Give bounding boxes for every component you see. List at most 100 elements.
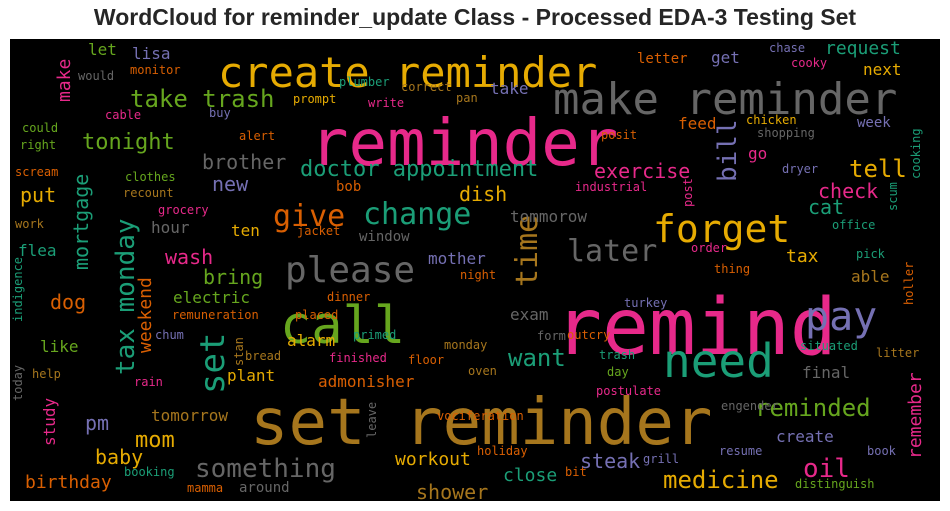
- word-brother: brother: [202, 150, 286, 174]
- word-litter: litter: [876, 346, 919, 360]
- word-resume: resume: [719, 444, 762, 458]
- word-indigence: indigence: [11, 257, 25, 322]
- word-grocery: grocery: [158, 203, 209, 217]
- word-order: order: [691, 241, 727, 255]
- word-mother: mother: [428, 249, 486, 268]
- word-placed: placed: [295, 308, 338, 322]
- word-scum: scum: [886, 182, 900, 211]
- word-today: today: [11, 365, 25, 401]
- word-call: call: [280, 296, 405, 356]
- word-turkey: turkey: [624, 296, 667, 310]
- word-please: please: [285, 250, 415, 291]
- word-medicine: medicine: [663, 466, 779, 494]
- word-admonisher: admonisher: [318, 372, 415, 391]
- word-thing: thing: [714, 262, 750, 276]
- word-post: post: [681, 178, 695, 207]
- word-lisa: lisa: [132, 44, 171, 63]
- word-dish: dish: [459, 182, 507, 206]
- word-tonight: tonight: [82, 130, 175, 155]
- word-dryer: dryer: [782, 162, 818, 176]
- word-tax-monday: tax monday: [111, 218, 141, 375]
- word-set-reminder: set reminder: [250, 386, 712, 460]
- word-tomorrow: tomorrow: [151, 406, 228, 425]
- word-cooking: cooking: [909, 128, 923, 179]
- word-write: write: [368, 96, 404, 110]
- word-weekend: weekend: [135, 277, 156, 353]
- word-give: give: [273, 199, 345, 234]
- word-cat: cat: [808, 195, 844, 219]
- word-holiday: holiday: [477, 444, 528, 458]
- word-alarm: alarm: [287, 331, 335, 350]
- word-rain: rain: [134, 375, 163, 389]
- word-later: later: [567, 234, 657, 269]
- word-alert: alert: [239, 129, 275, 143]
- word-steak: steak: [580, 449, 640, 473]
- word-put: put: [20, 183, 56, 207]
- word-final: final: [802, 363, 850, 382]
- word-workout: workout: [395, 449, 471, 470]
- word-plumber: plumber: [339, 75, 390, 89]
- word-chicken: chicken: [746, 113, 797, 127]
- word-forget: forget: [653, 207, 790, 251]
- word-exam: exam: [510, 305, 549, 324]
- word-baby: baby: [95, 445, 143, 469]
- word-correct: correct: [401, 80, 452, 94]
- word-monday: monday: [444, 338, 487, 352]
- word-dinner: dinner: [327, 290, 370, 304]
- chart-title: WordCloud for reminder_update Class - Pr…: [93, 4, 857, 30]
- word-hour: hour: [151, 218, 190, 237]
- word-exercise: exercise: [594, 159, 690, 183]
- word-set: set: [193, 333, 233, 394]
- word-dog: dog: [50, 290, 86, 314]
- word-make: make: [54, 59, 75, 102]
- word-trash: trash: [599, 348, 635, 362]
- word-bread: bread: [245, 349, 281, 363]
- word-time: time: [510, 215, 545, 287]
- word-birthday: birthday: [25, 472, 112, 493]
- word-request: request: [825, 39, 901, 59]
- word-mom: mom: [135, 428, 175, 453]
- word-reminder: reminder: [310, 107, 618, 181]
- word-night: night: [460, 268, 496, 282]
- word-flea: flea: [18, 241, 57, 260]
- word-wash: wash: [165, 245, 213, 269]
- word-pm: pm: [85, 411, 109, 435]
- word-bit: bit: [565, 465, 587, 479]
- word-pick: pick: [856, 247, 886, 261]
- word-book: book: [867, 444, 897, 458]
- word-buy: buy: [209, 106, 231, 120]
- word-form: form: [537, 329, 566, 343]
- word-around: around: [239, 480, 290, 496]
- word-let: let: [88, 40, 117, 59]
- word-office: office: [832, 218, 875, 232]
- word-oil: oil: [803, 454, 850, 484]
- word-posit: posit: [601, 128, 637, 142]
- word-distinguish: distinguish: [795, 477, 874, 491]
- word-check: check: [818, 179, 878, 203]
- word-bill: bill: [713, 119, 743, 182]
- word-electric: electric: [173, 288, 250, 307]
- word-reminded: reminded: [755, 394, 871, 422]
- word-want: want: [508, 344, 566, 372]
- word-grill: grill: [643, 452, 679, 466]
- word-remuneration: remuneration: [172, 308, 259, 322]
- word-would: would: [78, 69, 114, 83]
- word-pay: pay: [805, 294, 877, 340]
- word-get: get: [711, 48, 740, 67]
- word-remember: remember: [905, 372, 926, 459]
- word-create-reminder: create reminder: [218, 48, 597, 97]
- word-pan: pan: [456, 91, 478, 105]
- word-week: week: [857, 115, 891, 131]
- wordcloud-panel: reminder remind set reminder create reminde…: [10, 39, 940, 501]
- word-prompt: prompt: [293, 92, 336, 106]
- word-industrial: industrial: [575, 180, 647, 194]
- word-tommorow: tommorow: [510, 207, 587, 226]
- wordcloud-svg: reminder remind set reminder create reminde…: [11, 39, 926, 501]
- word-cable: cable: [105, 108, 141, 122]
- word-like: like: [40, 337, 79, 356]
- word-doctor-appointment: doctor appointment: [300, 157, 538, 182]
- word-could: could: [22, 121, 58, 135]
- word-floor: floor: [408, 353, 444, 367]
- word-plant: plant: [227, 366, 275, 385]
- word-vociferation: vociferation: [437, 409, 524, 423]
